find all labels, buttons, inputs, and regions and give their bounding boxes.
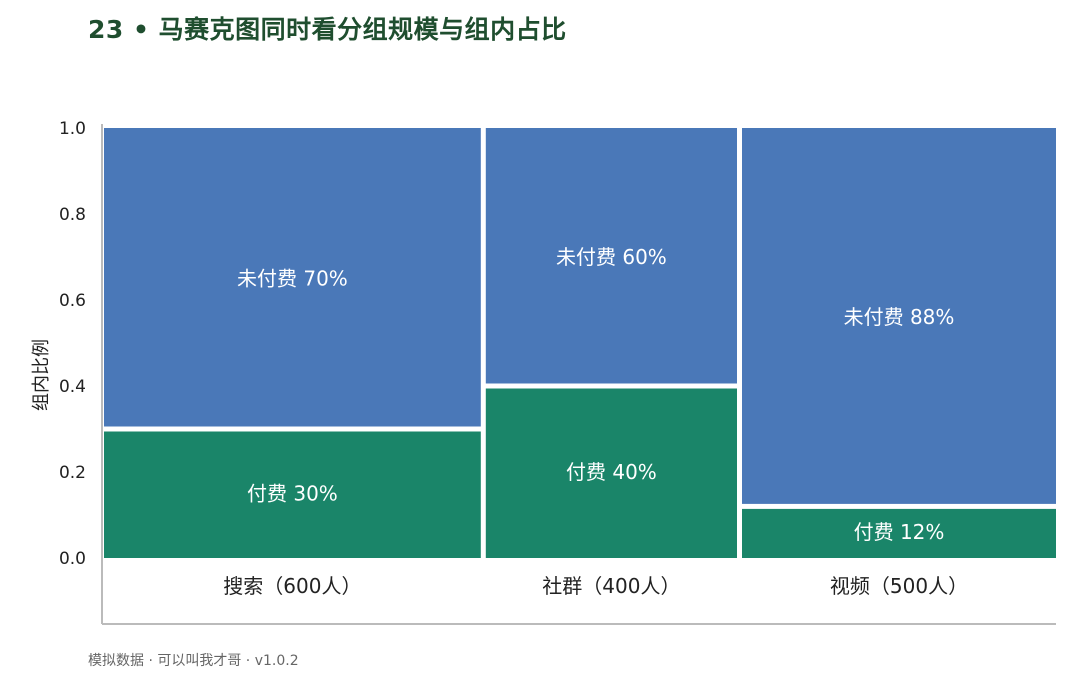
- y-tick-label: 0.0: [59, 549, 86, 569]
- footer-note: 模拟数据 · 可以叫我才哥 · v1.0.2: [88, 653, 299, 669]
- x-category-label: 视频（500人）: [830, 574, 968, 598]
- tile-unpaid: [742, 128, 1056, 504]
- x-category-label: 搜索（600人）: [223, 574, 361, 598]
- tile-label-unpaid: 未付费 70%: [237, 267, 348, 291]
- y-tick-label: 0.2: [59, 463, 86, 483]
- chart-title: 23 • 马赛克图同时看分组规模与组内占比: [88, 15, 567, 44]
- y-tick-label: 0.4: [59, 377, 86, 397]
- tile-label-unpaid: 未付费 88%: [844, 305, 955, 329]
- tile-label-paid: 付费 40%: [566, 460, 657, 484]
- axes: [101, 124, 1056, 625]
- x-category-label: 社群（400人）: [542, 574, 680, 598]
- tile-unpaid: [104, 128, 481, 427]
- y-tick-label: 1.0: [59, 119, 86, 139]
- mosaic-tiles: 未付费 70% 付费 30% 未付费 60% 付费 40% 未付费 88% 付费 12%: [104, 128, 1056, 558]
- tile-label-unpaid: 未付费 60%: [556, 245, 667, 269]
- x-axis-labels: 搜索（600人） 社群（400人） 视频（500人）: [223, 574, 968, 598]
- y-axis-label: 组内比例: [31, 339, 52, 411]
- tile-paid: [485, 388, 737, 558]
- tile-unpaid: [485, 128, 737, 384]
- tile-paid: [742, 508, 1056, 558]
- y-tick-label: 0.6: [59, 291, 86, 311]
- tile-paid: [104, 431, 481, 558]
- tile-label-paid: 付费 12%: [854, 520, 945, 544]
- y-axis-ticks: 0.0 0.2 0.4 0.6 0.8 1.0: [59, 119, 86, 569]
- tile-label-paid: 付费 30%: [247, 482, 338, 506]
- y-tick-label: 0.8: [59, 205, 86, 225]
